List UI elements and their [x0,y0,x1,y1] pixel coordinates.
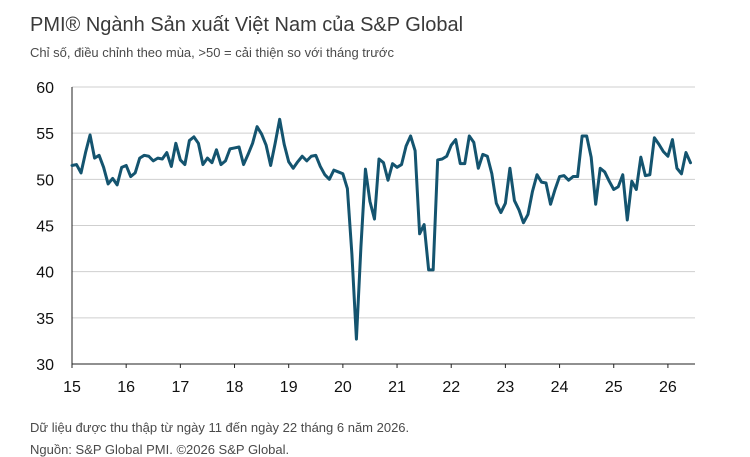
y-tick-label-30: 30 [36,357,54,374]
y-tick-label-45: 45 [36,219,54,236]
x-tick-labels: 15 16 17 18 19 20 21 22 23 24 25 26 [63,379,677,396]
x-tick-label-21: 21 [388,379,406,396]
series-line-0 [70,117,692,341]
axes [71,87,695,368]
y-tick-label-35: 35 [36,311,54,328]
x-tick-label-24: 24 [551,379,569,396]
x-tick-label-15: 15 [63,379,81,396]
gridlines [72,86,695,319]
x-tick-label-20: 20 [334,379,352,396]
x-tick-label-23: 23 [496,379,514,396]
y-tick-labels: 30 35 40 45 50 55 60 [36,80,54,374]
y-tick-label-40: 40 [36,265,54,282]
y-tick-label-55: 55 [36,126,54,143]
x-tick-label-26: 26 [659,379,677,396]
x-tick-label-16: 16 [117,379,135,396]
pmi-line-chart: 30 35 40 45 50 55 60 15 16 17 18 19 20 21 22 23 24 25 26 [36,80,695,396]
data-collection-note: Dữ liệu được thu thập từ ngày 11 đến ngà… [30,420,410,435]
x-tick-label-22: 22 [442,379,460,396]
y-tick-label-50: 50 [36,172,54,189]
x-tick-label-25: 25 [605,379,623,396]
series-layer [70,117,692,341]
chart-title: PMI® Ngành Sản xuất Việt Nam của S&P Glo… [30,14,464,36]
chart-subtitle: Chỉ số, điều chỉnh theo mùa, >50 = cải t… [30,45,394,60]
y-tick-label-60: 60 [36,80,54,97]
x-tick-label-19: 19 [280,379,298,396]
x-tick-label-18: 18 [226,379,244,396]
x-tick-label-17: 17 [171,379,189,396]
